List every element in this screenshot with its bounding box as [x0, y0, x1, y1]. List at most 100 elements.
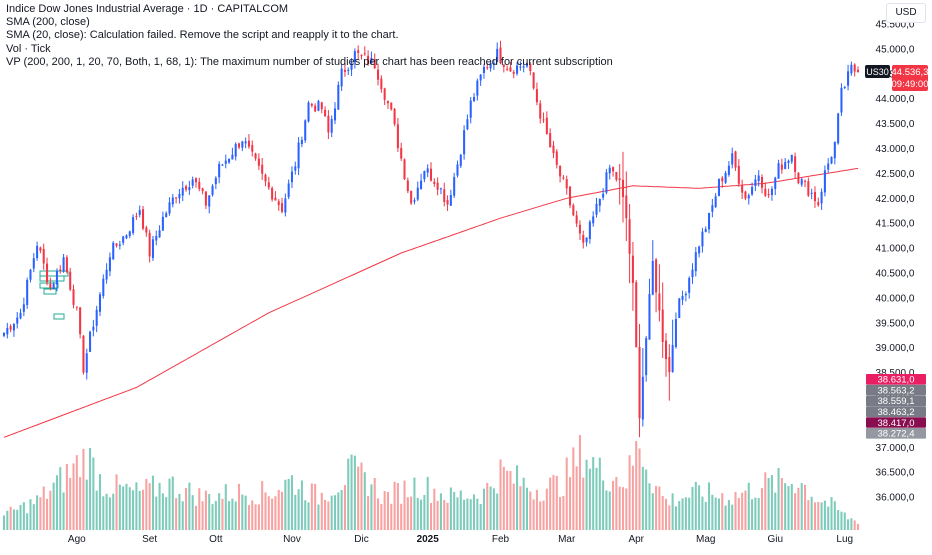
candle [343, 64, 346, 77]
candle-body [708, 212, 711, 230]
candle [542, 112, 545, 123]
candle-body [12, 324, 15, 331]
volume-bar [595, 467, 598, 530]
candle [545, 111, 548, 135]
last-price: 44.536,3 [892, 67, 929, 78]
volume-bar [671, 493, 674, 530]
candle [403, 158, 406, 180]
volume-bar [194, 505, 198, 530]
candle-body [439, 188, 442, 190]
volume-bar [443, 499, 446, 530]
candle [105, 263, 108, 284]
candle-body [476, 80, 479, 96]
candle-body [333, 108, 337, 121]
candle-body [128, 231, 131, 236]
volume-layer [2, 435, 860, 530]
candle [46, 257, 49, 286]
candle-body [29, 269, 32, 280]
price-tick-label: 42.000,0 [876, 194, 915, 205]
candle [122, 235, 125, 246]
candle [760, 174, 764, 194]
candle [529, 62, 532, 76]
volume-bar [774, 492, 777, 530]
volume-bar [757, 498, 760, 530]
candle-body [310, 103, 313, 106]
candle [158, 225, 161, 238]
candle-body [754, 179, 757, 186]
symbol-tag-bg [865, 64, 890, 78]
candle-body [204, 191, 207, 206]
candle [847, 64, 850, 91]
candle [655, 257, 658, 313]
candle-body [499, 47, 502, 63]
volume-bar [751, 499, 754, 530]
candle-body [324, 109, 327, 117]
legend-title[interactable]: Indice Dow Jones Industrial Average · 1D… [6, 3, 289, 15]
volume-bar [261, 480, 264, 530]
currency-button[interactable]: USD [886, 3, 926, 23]
legend-vp[interactable]: VP (200, 200, 1, 20, 70, Both, 1, 68, 1)… [6, 55, 613, 68]
candle-body [340, 68, 343, 87]
candle [314, 103, 317, 113]
candle [19, 308, 22, 320]
volume-bar [714, 497, 717, 530]
candle [161, 211, 164, 231]
volume-bar [453, 491, 456, 530]
candle [506, 65, 509, 72]
candle-body [181, 187, 184, 196]
candle [572, 203, 575, 217]
volume-bar [754, 497, 757, 530]
candle [784, 158, 787, 170]
candle-body [420, 180, 423, 190]
volume-bar [228, 501, 231, 530]
candle-body [297, 142, 300, 169]
candle [386, 100, 389, 109]
volume-bar [92, 457, 95, 530]
candle [85, 348, 88, 380]
candle [433, 178, 436, 187]
volume-bar [393, 481, 396, 530]
candle [664, 333, 668, 377]
candle-body [496, 48, 499, 63]
volume-bar [850, 518, 853, 530]
volume-bar [641, 466, 644, 530]
candle-body [539, 103, 542, 119]
candle [691, 263, 694, 284]
candle [830, 156, 833, 165]
candle-body [757, 175, 760, 182]
candle [612, 166, 615, 177]
candle-body [549, 133, 552, 148]
volume-bar [555, 475, 558, 530]
price-tick-label: 39.500,0 [876, 318, 915, 329]
candle [42, 243, 45, 270]
legend-vol[interactable]: Vol · Tick [6, 42, 51, 55]
candle [420, 173, 423, 190]
volume-bar [241, 494, 244, 530]
legend-sma20[interactable]: SMA (20, close): Calculation failed. Rem… [6, 29, 399, 42]
candle-body [595, 203, 598, 215]
volume-bar [744, 490, 747, 530]
candle-body [390, 102, 393, 110]
candle [363, 46, 366, 56]
candle [175, 197, 178, 204]
candle [751, 182, 754, 197]
volume-bar [539, 501, 542, 530]
candle [228, 158, 231, 164]
candle-body [711, 205, 714, 212]
volume-bar [724, 505, 727, 530]
candle-body [112, 242, 115, 260]
candle [602, 188, 605, 201]
volume-bar [185, 487, 188, 530]
candle-body [6, 327, 9, 335]
candle [439, 187, 442, 195]
volume-bar [499, 459, 502, 530]
candle [284, 193, 287, 217]
candle-body [512, 72, 515, 74]
legend-sma200[interactable]: SMA (200, close) [6, 16, 90, 29]
volume-bar [274, 496, 277, 530]
candle [492, 59, 495, 71]
candle [856, 66, 860, 73]
candle-body [224, 160, 227, 164]
